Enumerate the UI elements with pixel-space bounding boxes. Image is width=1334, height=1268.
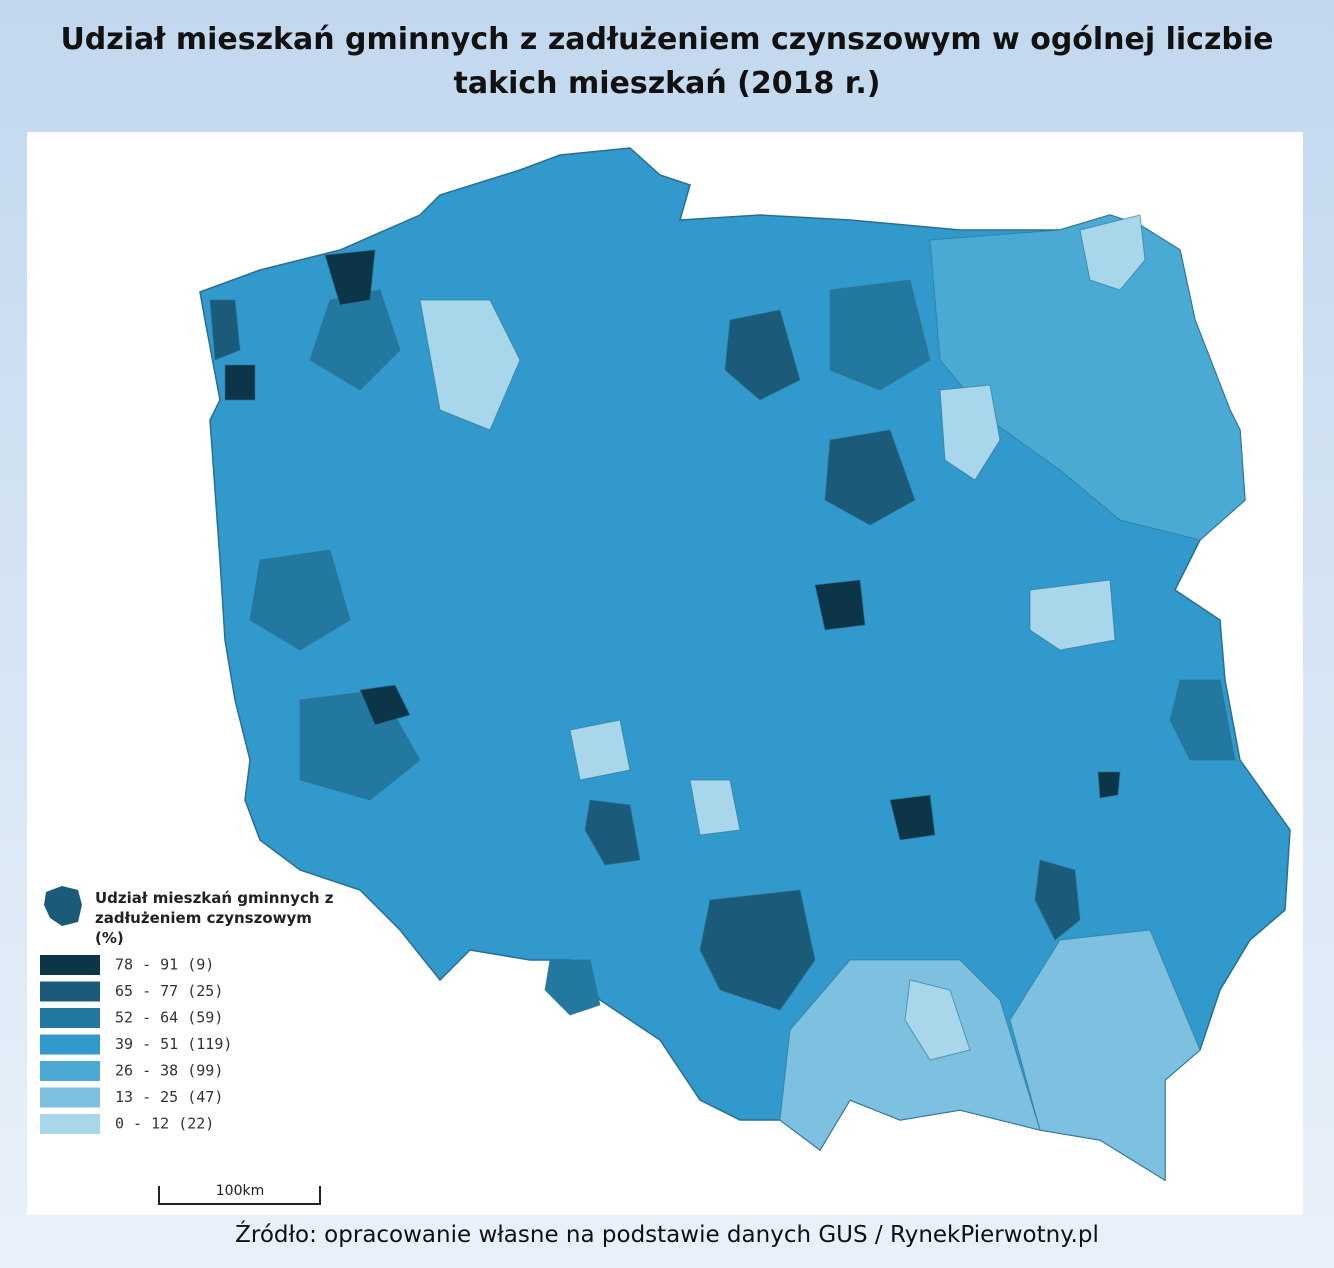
legend-swatch [40,1034,100,1055]
regions [209,214,1246,1181]
legend-swatch [40,1061,100,1081]
legend-swatch [40,981,100,1002]
legend-label: 26 - 38 (99) [115,1062,223,1080]
legend-label: 39 - 51 (119) [115,1035,232,1053]
source: Źródło: opracowanie własne na podstawie … [235,1222,1099,1248]
legend-swatch [40,1114,100,1134]
legend-swatch [40,955,100,975]
legend-title: Udział mieszkań gminnych z zadłużeniem c… [95,889,334,947]
legend-swatch [40,1008,100,1028]
legend-label: 13 - 25 (47) [115,1088,223,1106]
title: Udział mieszkań gminnych z zadłużeniem c… [60,22,1274,101]
legend-label: 78 - 91 (9) [115,956,214,974]
legend-label: 0 - 12 (22) [115,1115,214,1133]
legend-label: 52 - 64 (59) [115,1009,223,1027]
legend: 78 - 91 (9) 65 - 77 (25) 52 - 64 (59) 39 - … [40,955,232,1134]
scale-label: 100km [216,1183,264,1199]
legend-icon [44,886,82,926]
scale-bar [158,1186,321,1205]
legend-label: 65 - 77 (25) [115,982,223,1000]
legend-swatch [40,1087,100,1108]
